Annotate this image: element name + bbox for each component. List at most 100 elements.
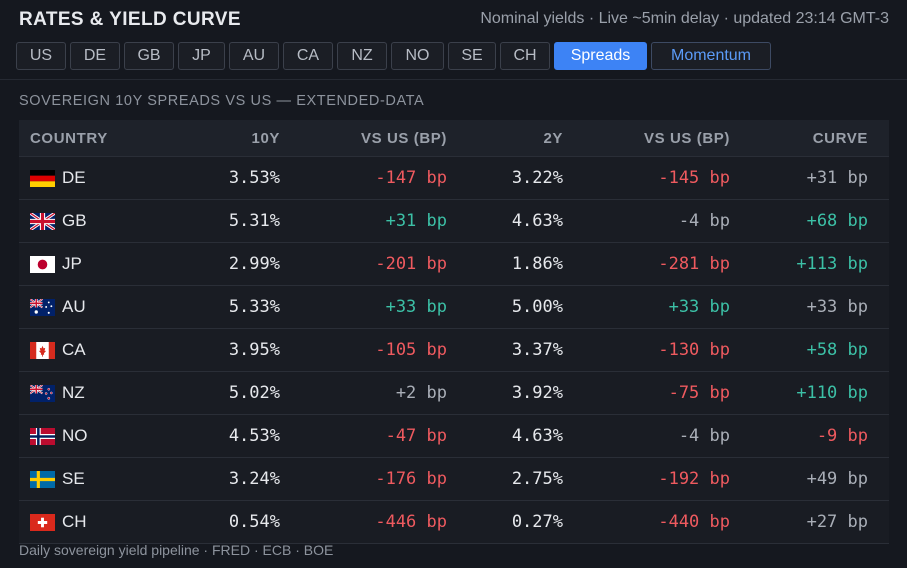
flag-nz-icon xyxy=(30,384,55,402)
yield-2y: 1.86% xyxy=(511,254,563,274)
tab-au[interactable]: AU xyxy=(229,42,279,70)
page-header: RATES & YIELD CURVE Nominal yields · Liv… xyxy=(19,8,889,32)
tab-us[interactable]: US xyxy=(16,42,66,70)
page-title: RATES & YIELD CURVE xyxy=(19,9,241,30)
column-header-curve[interactable]: CURVE xyxy=(812,129,868,147)
table-row-ch[interactable]: CH 0.54% -446 bp 0.27% -440 bp +27 bp xyxy=(19,501,889,544)
spreads-table: COUNTRY 10Y VS US (BP) 2Y VS US (BP) CUR… xyxy=(19,120,889,544)
table-row-no[interactable]: NO 4.53% -47 bp 4.63% -4 bp -9 bp xyxy=(19,415,889,458)
tab-se[interactable]: SE xyxy=(448,42,496,70)
tab-jp[interactable]: JP xyxy=(178,42,225,70)
update-status: Nominal yields · Live ~5min delay · upda… xyxy=(480,10,889,27)
country-code: GB xyxy=(62,211,87,230)
table-row-se[interactable]: SE 3.24% -176 bp 2.75% -192 bp +49 bp xyxy=(19,458,889,501)
country-cell: NZ xyxy=(19,383,179,403)
yield-2y: 0.27% xyxy=(511,512,563,532)
flag-jp-icon xyxy=(30,255,55,273)
yield-10y: 5.31% xyxy=(228,211,280,231)
curve-value: +113 bp xyxy=(796,254,868,274)
tab-ch[interactable]: CH xyxy=(500,42,550,70)
table-row-ca[interactable]: CA 3.95% -105 bp 3.37% -130 bp +58 bp xyxy=(19,329,889,372)
spread-10y: -201 bp xyxy=(375,254,447,274)
yield-10y: 0.54% xyxy=(228,512,280,532)
curve-value: +27 bp xyxy=(806,512,868,532)
flag-au-icon xyxy=(30,298,55,316)
country-cell: CA xyxy=(19,340,179,360)
yield-2y: 4.63% xyxy=(511,211,563,231)
flag-no-icon xyxy=(30,427,55,445)
country-code: NZ xyxy=(62,383,85,402)
footer-source: Daily sovereign yield pipeline · FRED · … xyxy=(19,542,334,558)
yield-10y: 3.53% xyxy=(228,168,280,188)
country-code: AU xyxy=(62,297,86,316)
column-header-10y[interactable]: 10Y xyxy=(251,129,280,147)
yield-10y: 5.33% xyxy=(228,297,280,317)
tab-de[interactable]: DE xyxy=(70,42,120,70)
country-cell: SE xyxy=(19,469,179,489)
yield-10y: 2.99% xyxy=(228,254,280,274)
column-header-2y[interactable]: 2Y xyxy=(543,129,563,147)
spread-10y: -147 bp xyxy=(375,168,447,188)
table-row-de[interactable]: DE 3.53% -147 bp 3.22% -145 bp +31 bp xyxy=(19,157,889,200)
yield-10y: 3.95% xyxy=(228,340,280,360)
section-title: SOVEREIGN 10Y SPREADS VS US — EXTENDED-D… xyxy=(19,93,425,109)
spread-2y: -145 bp xyxy=(658,168,730,188)
spread-2y: -75 bp xyxy=(668,383,730,403)
table-row-au[interactable]: AU 5.33% +33 bp 5.00% +33 bp +33 bp xyxy=(19,286,889,329)
header-divider xyxy=(0,79,907,80)
tab-nz[interactable]: NZ xyxy=(337,42,387,70)
yield-2y: 5.00% xyxy=(511,297,563,317)
spread-2y: -4 bp xyxy=(678,211,730,231)
spread-2y: -4 bp xyxy=(678,426,730,446)
country-code: CA xyxy=(62,340,86,359)
table-row-jp[interactable]: JP 2.99% -201 bp 1.86% -281 bp +113 bp xyxy=(19,243,889,286)
country-cell: AU xyxy=(19,297,179,317)
table-row-nz[interactable]: NZ 5.02% +2 bp 3.92% -75 bp +110 bp xyxy=(19,372,889,415)
spread-10y: +33 bp xyxy=(385,297,447,317)
flag-se-icon xyxy=(30,470,55,488)
country-code: NO xyxy=(62,426,88,445)
spread-10y: -446 bp xyxy=(375,512,447,532)
country-cell: NO xyxy=(19,426,179,446)
country-code: DE xyxy=(62,168,86,187)
curve-value: +33 bp xyxy=(806,297,868,317)
spread-10y: +31 bp xyxy=(385,211,447,231)
column-header-10y-spread[interactable]: VS US (BP) xyxy=(360,129,447,147)
tab-momentum[interactable]: Momentum xyxy=(651,42,771,70)
curve-value: +68 bp xyxy=(806,211,868,231)
country-code: JP xyxy=(62,254,82,273)
spread-2y: -440 bp xyxy=(658,512,730,532)
yield-2y: 3.22% xyxy=(511,168,563,188)
curve-value: +58 bp xyxy=(806,340,868,360)
spread-2y: -281 bp xyxy=(658,254,730,274)
spread-10y: -105 bp xyxy=(375,340,447,360)
spread-2y: -130 bp xyxy=(658,340,730,360)
yield-2y: 3.92% xyxy=(511,383,563,403)
curve-value: -9 bp xyxy=(816,426,868,446)
flag-ca-icon xyxy=(30,341,55,359)
tab-no[interactable]: NO xyxy=(391,42,444,70)
yield-10y: 5.02% xyxy=(228,383,280,403)
flag-gb-icon xyxy=(30,212,55,230)
table-row-gb[interactable]: GB 5.31% +31 bp 4.63% -4 bp +68 bp xyxy=(19,200,889,243)
curve-value: +31 bp xyxy=(806,168,868,188)
country-cell: CH xyxy=(19,512,179,532)
yield-2y: 4.63% xyxy=(511,426,563,446)
tab-gb[interactable]: GB xyxy=(124,42,174,70)
country-code: SE xyxy=(62,469,85,488)
spread-10y: +2 bp xyxy=(395,383,447,403)
tab-ca[interactable]: CA xyxy=(283,42,333,70)
flag-de-icon xyxy=(30,169,55,187)
yield-10y: 4.53% xyxy=(228,426,280,446)
country-cell: JP xyxy=(19,254,179,274)
tab-spreads[interactable]: Spreads xyxy=(554,42,647,70)
table-header: COUNTRY 10Y VS US (BP) 2Y VS US (BP) CUR… xyxy=(19,120,889,157)
curve-value: +49 bp xyxy=(806,469,868,489)
spread-10y: -176 bp xyxy=(375,469,447,489)
spread-2y: +33 bp xyxy=(668,297,730,317)
table-body: DE 3.53% -147 bp 3.22% -145 bp +31 bp GB 5.31% +… xyxy=(19,157,889,544)
yield-2y: 3.37% xyxy=(511,340,563,360)
country-cell: DE xyxy=(19,168,179,188)
column-header-country[interactable]: COUNTRY xyxy=(30,129,108,147)
column-header-2y-spread[interactable]: VS US (BP) xyxy=(643,129,730,147)
